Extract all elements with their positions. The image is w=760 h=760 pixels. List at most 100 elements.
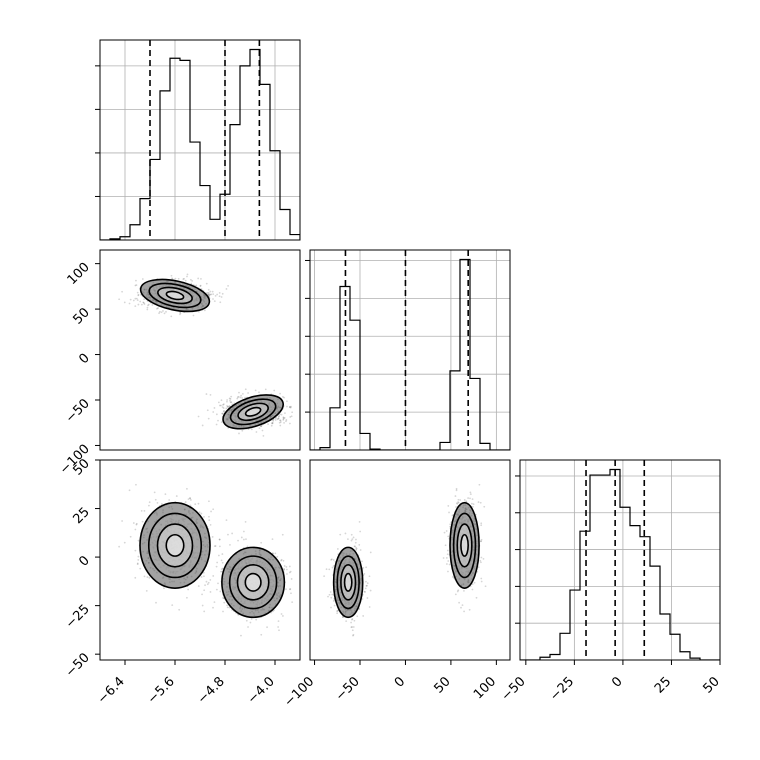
scatter-point: [186, 487, 188, 490]
scatter-point: [479, 559, 482, 562]
scatter-point: [274, 417, 277, 420]
scatter-point: [141, 520, 144, 523]
scatter-point: [364, 591, 367, 593]
scatter-point: [282, 559, 285, 562]
scatter-point: [482, 557, 485, 560]
scatter-point: [194, 503, 197, 506]
scatter-point: [303, 593, 305, 595]
scatter-point: [288, 406, 291, 408]
scatter-point: [222, 407, 225, 410]
scatter-point: [210, 510, 212, 513]
scatter-point: [134, 528, 137, 531]
scatter-point: [330, 606, 332, 609]
scatter-point: [226, 399, 228, 401]
scatter-point: [456, 590, 459, 593]
scatter-point: [480, 577, 483, 580]
scatter-point: [290, 415, 293, 418]
scatter-point: [226, 604, 228, 607]
scatter-point: [279, 392, 281, 395]
scatter-point: [260, 633, 263, 636]
scatter-point: [237, 395, 240, 398]
scatter-point: [134, 549, 137, 552]
scatter-point: [447, 560, 450, 562]
scatter-point: [154, 498, 157, 501]
scatter-point: [205, 393, 208, 395]
scatter-point: [158, 310, 161, 313]
scatter-point: [219, 301, 222, 304]
scatter-point: [207, 417, 210, 420]
scatter-point: [226, 400, 228, 403]
scatter-point: [285, 588, 287, 591]
scatter-point: [213, 601, 216, 604]
scatter-point: [209, 523, 212, 526]
scatter-point: [225, 407, 228, 410]
scatter-point: [189, 278, 192, 281]
density-fill: [460, 534, 469, 557]
scatter-point: [205, 282, 208, 285]
scatter-point: [207, 291, 210, 294]
y-tick-label: −50: [63, 650, 93, 680]
scatter-point: [200, 576, 203, 578]
scatter-point: [447, 535, 450, 538]
density-contour: [237, 402, 269, 422]
scatter-point: [223, 601, 226, 604]
scatter-point: [463, 589, 465, 592]
scatter-point: [240, 394, 243, 397]
scatter-point: [218, 292, 221, 294]
scatter-point: [477, 566, 480, 569]
scatter-point: [170, 274, 173, 277]
scatter-point: [203, 589, 206, 592]
scatter-point: [210, 293, 212, 296]
scatter-point: [369, 551, 372, 554]
scatter-point: [218, 545, 221, 548]
scatter-point: [207, 294, 210, 297]
scatter-point: [217, 554, 220, 557]
scatter-point: [207, 581, 210, 584]
scatter-point: [282, 615, 284, 617]
scatter-point: [258, 391, 260, 394]
scatter-point: [215, 565, 218, 568]
scatter-point: [289, 570, 292, 573]
scatter-point: [200, 277, 202, 280]
scatter-point: [189, 499, 192, 501]
panel-frame: [309, 459, 511, 661]
scatter-point: [351, 618, 353, 621]
density-contour: [221, 546, 286, 619]
scatter-point: [245, 619, 248, 622]
scatter-point: [331, 566, 334, 569]
scatter-point: [359, 549, 362, 551]
panel-frame: [99, 249, 301, 451]
scatter-point: [184, 501, 187, 503]
scatter-point: [156, 307, 158, 310]
scatter-point: [289, 422, 291, 425]
density-contour: [449, 501, 480, 589]
scatter-point: [368, 575, 371, 578]
scatter-point: [446, 553, 449, 556]
scatter-point: [151, 304, 154, 306]
scatter-point: [350, 626, 353, 629]
scatter-point: [365, 566, 368, 569]
scatter-point: [471, 498, 474, 501]
scatter-point: [277, 626, 280, 628]
scatter-point: [140, 303, 143, 306]
density-contour: [139, 501, 211, 589]
scatter-point: [216, 561, 219, 564]
scatter-point: [336, 612, 339, 615]
scatter-point: [228, 397, 231, 400]
density-contour: [336, 555, 360, 610]
scatter-point: [182, 278, 185, 281]
scatter-point: [363, 590, 366, 593]
scatter-point: [137, 555, 140, 558]
scatter-point: [179, 312, 182, 315]
scatter-point: [455, 489, 458, 492]
scatter-point: [469, 497, 471, 500]
scatter-point: [467, 497, 470, 499]
scatter-point: [170, 315, 173, 318]
scatter-point: [451, 514, 454, 517]
x-tick-label: −5.6: [145, 674, 178, 707]
scatter-point: [230, 401, 233, 404]
scatter-point: [280, 559, 282, 562]
scatter-point: [214, 545, 217, 547]
scatter-point: [443, 531, 446, 534]
scatter-point: [480, 556, 483, 559]
